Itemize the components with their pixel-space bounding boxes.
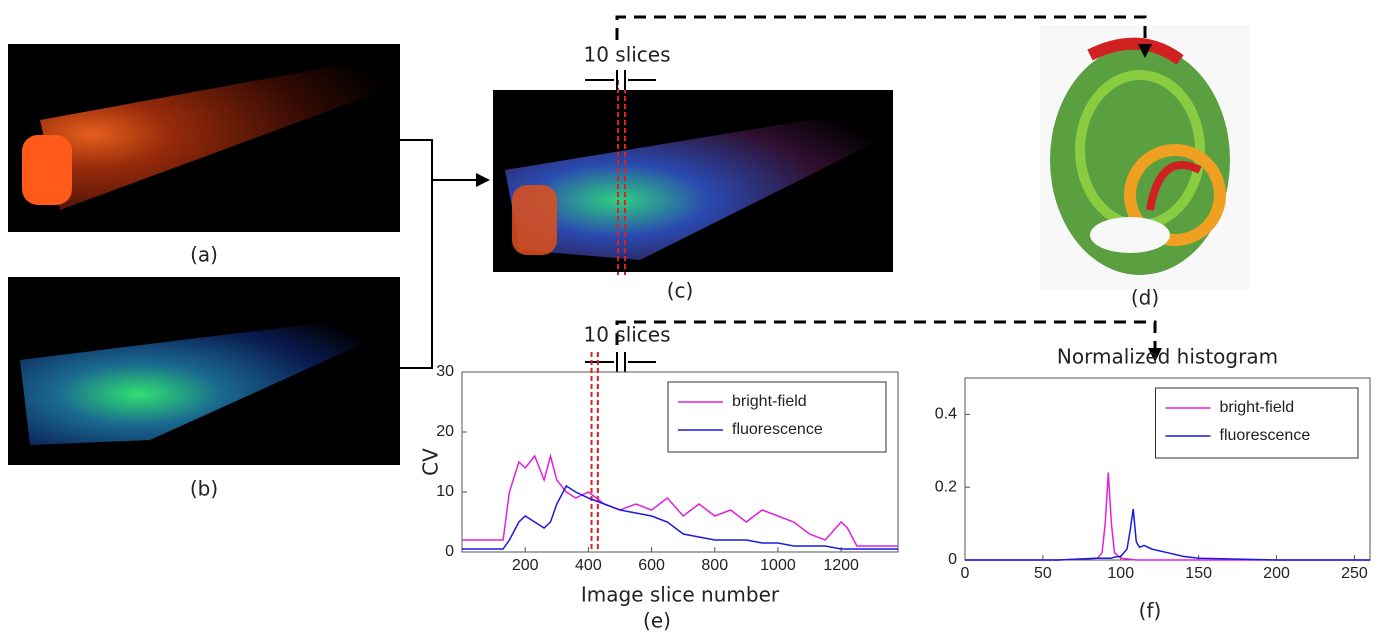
series-line: [462, 453, 898, 547]
dashed-connector: [615, 320, 1157, 352]
slice-arrows: [585, 70, 656, 90]
x-tick-label: 50: [1034, 565, 1052, 582]
fish-b: [20, 318, 360, 445]
x-tick-label: 150: [1185, 565, 1212, 582]
fish-head-a: [22, 135, 72, 205]
x-tick-label: 100: [1107, 565, 1134, 582]
panel-label: (f): [1139, 599, 1162, 623]
x-tick-label: 600: [638, 557, 665, 574]
arrow-head: [1148, 348, 1162, 362]
series-line: [965, 508, 1370, 561]
legend-label: fluorescence: [1220, 427, 1311, 444]
legend-label: bright-field: [1220, 399, 1295, 416]
legend-box: [1155, 387, 1359, 459]
legend-label: bright-field: [732, 393, 807, 410]
heart-red: [1146, 161, 1202, 211]
series-line: [462, 484, 898, 550]
heart-red: [1087, 37, 1184, 65]
series-line: [965, 472, 1370, 561]
fish-a: [40, 58, 385, 210]
legend-box: [667, 381, 887, 453]
panel-label: (e): [643, 609, 671, 633]
x-axis-label: Image slice number: [581, 583, 780, 607]
x-tick-label: 1000: [760, 557, 796, 574]
arrow-head: [476, 173, 490, 187]
heart-orange: [1124, 144, 1226, 246]
annotation: 10 slices: [583, 43, 670, 67]
y-tick-label: 0.2: [935, 478, 957, 495]
panel-label: (d): [1131, 286, 1159, 310]
fish-head-c: [512, 185, 557, 255]
x-tick-label: 250: [1341, 565, 1368, 582]
x-tick-label: 800: [701, 557, 728, 574]
panel-label: (c): [667, 279, 694, 303]
x-tick-label: 200: [512, 557, 539, 574]
chart-title: Normalized histogram: [1057, 345, 1278, 369]
arrow-head: [1138, 44, 1152, 58]
panel-label: (a): [190, 243, 218, 267]
y-tick-label: 0: [445, 543, 454, 560]
x-tick-label: 200: [1263, 565, 1290, 582]
x-tick-label: 400: [575, 557, 602, 574]
connector: [400, 139, 433, 369]
y-axis-label: CV: [419, 448, 443, 476]
y-tick-label: 20: [436, 423, 454, 440]
slice-arrows: [585, 352, 656, 372]
heart-hole: [1090, 217, 1170, 253]
y-tick-label: 30: [436, 363, 454, 380]
annotation: 10 slices: [583, 323, 670, 347]
legend-label: fluorescence: [732, 421, 823, 438]
y-tick-label: 0.4: [935, 406, 957, 423]
fish-c: [505, 110, 880, 260]
x-tick-label: 0: [961, 565, 970, 582]
y-tick-label: 0: [948, 551, 957, 568]
y-tick-label: 10: [436, 483, 454, 500]
panel-label: (b): [190, 477, 218, 501]
dashed-connector: [615, 15, 1147, 48]
x-tick-label: 1200: [823, 557, 859, 574]
